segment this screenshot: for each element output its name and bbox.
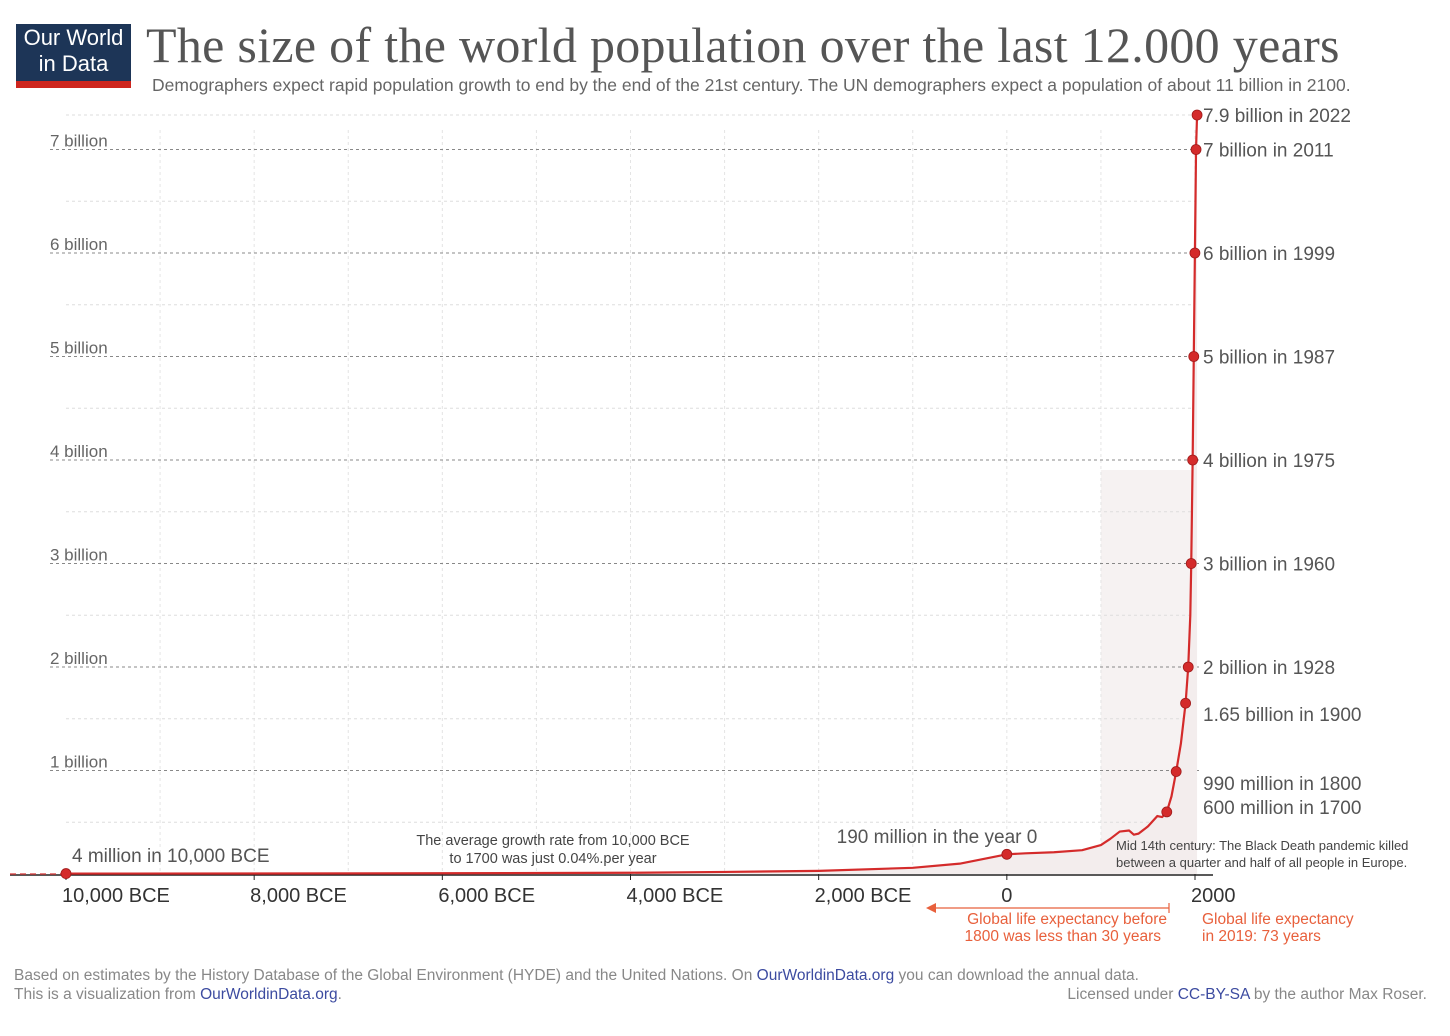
footer-vis-text: This is a visualization from [14, 986, 201, 1003]
logo-line1: Our World [23, 25, 124, 50]
data-point [1190, 144, 1202, 155]
x-tick-label: 10,000 BCE [62, 885, 170, 907]
data-point [1161, 806, 1173, 818]
y-tick-label: 1 billion [50, 753, 108, 772]
footer-source: Based on estimates by the History Databa… [14, 967, 1139, 985]
data-point [1182, 661, 1194, 673]
data-point-label: 990 million in 1800 [1203, 774, 1361, 795]
life-expectancy-before-note: 1800 was less than 30 years [965, 928, 1162, 945]
y-tick-label: 6 billion [50, 235, 108, 254]
data-point-label: 190 million in the year 0 [837, 827, 1038, 848]
license-link[interactable]: CC-BY-SA [1177, 986, 1250, 1003]
footer-license: Licensed under CC-BY-SA by the author Ma… [1067, 986, 1427, 1004]
data-point [60, 868, 72, 879]
data-point-label: 3 billion in 1960 [1203, 555, 1335, 576]
footer-source-text: Based on estimates by the History Databa… [14, 967, 757, 984]
data-point [1180, 697, 1191, 709]
data-point-label: 4 million in 10,000 BCE [72, 846, 270, 867]
y-tick-label: 5 billion [50, 339, 108, 358]
owid-logo[interactable]: Our World in Data [16, 24, 131, 88]
x-tick-label: 4,000 BCE [627, 885, 724, 907]
life-expectancy-before-note: Global life expectancy before [967, 911, 1167, 928]
owid-link[interactable]: OurWorldinData.org [756, 967, 895, 984]
growth-rate-annotation: to 1700 was just 0.04%.per year [449, 851, 656, 867]
chart-subtitle: Demographers expect rapid population gro… [152, 75, 1351, 95]
data-point-label: 4 billion in 1975 [1203, 451, 1335, 472]
data-point [1001, 848, 1013, 860]
life-expectancy-2019-note: in 2019: 73 years [1202, 928, 1321, 945]
x-tick-label: 0 [1001, 885, 1012, 907]
x-tick-label: 2,000 BCE [815, 885, 912, 907]
x-tick-label: 6,000 BCE [438, 885, 535, 907]
y-tick-label: 4 billion [50, 442, 108, 461]
chart-title: The size of the world population over th… [146, 17, 1340, 73]
population-line [65, 114, 1199, 875]
y-tick-label: 2 billion [50, 649, 108, 668]
footer-visualization: This is a visualization from OurWorldinD… [14, 986, 342, 1004]
license-author: by the author Max Roser. [1249, 986, 1427, 1003]
data-point-label: 6 billion in 1999 [1203, 244, 1335, 265]
footer-vis-end: . [337, 986, 342, 1003]
data-point [1188, 351, 1200, 362]
data-point-label: 600 million in 1700 [1203, 798, 1361, 819]
data-point [1170, 766, 1182, 777]
data-point [1187, 454, 1199, 466]
growth-rate-annotation: The average growth rate from 10,000 BCE [416, 833, 690, 849]
owid-link-2[interactable]: OurWorldinData.org [200, 986, 338, 1003]
life-expectancy-2019-note: Global life expectancy [1202, 911, 1354, 928]
data-point [1191, 109, 1203, 121]
data-point [1185, 558, 1197, 569]
black-death-annotation: Mid 14th century: The Black Death pandem… [1116, 838, 1408, 853]
y-tick-label: 3 billion [50, 546, 108, 565]
license-text: Licensed under [1067, 986, 1178, 1003]
logo-bar [16, 81, 131, 88]
logo-line2: in Data [38, 51, 109, 76]
data-point-label: 1.65 billion in 1900 [1203, 705, 1361, 726]
footer-source-text-end: you can download the annual data. [894, 967, 1139, 984]
data-point-label: 5 billion in 1987 [1203, 348, 1335, 369]
data-point-label: 2 billion in 1928 [1203, 658, 1335, 679]
data-point-label: 7.9 billion in 2022 [1203, 106, 1351, 127]
y-tick-label: 7 billion [50, 132, 108, 151]
black-death-annotation: between a quarter and half of all people… [1116, 855, 1407, 870]
x-tick-label: 2000 [1191, 885, 1236, 907]
arrow-head-icon [926, 903, 936, 913]
data-point [1189, 247, 1201, 259]
data-point-label: 7 billion in 2011 [1203, 141, 1334, 162]
x-tick-label: 8,000 BCE [250, 885, 347, 907]
area-under-curve [66, 115, 1198, 874]
